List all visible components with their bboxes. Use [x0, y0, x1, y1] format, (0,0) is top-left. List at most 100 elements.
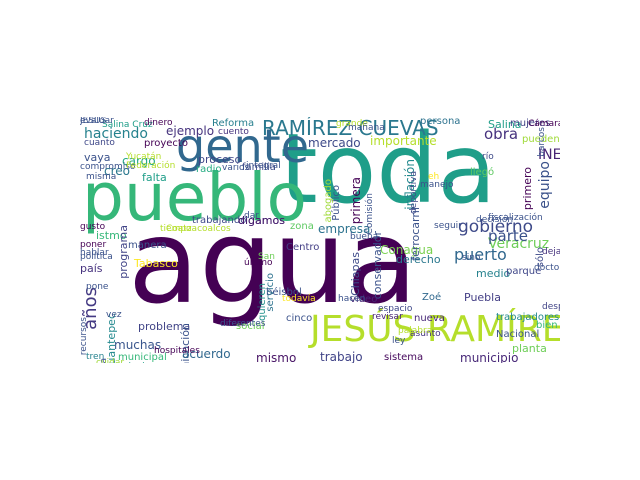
- cloud-word: béisbol: [266, 287, 302, 298]
- cloud-word: problema: [138, 320, 191, 333]
- cloud-word: río: [482, 152, 494, 162]
- cloud-word: buena: [350, 232, 379, 242]
- cloud-word: palabra: [398, 326, 433, 336]
- cloud-word: cuanto: [84, 138, 115, 148]
- cloud-word: dinero: [144, 118, 173, 128]
- cloud-word: gobierno: [458, 217, 534, 237]
- cloud-word: equipo: [537, 161, 553, 209]
- cloud-word: espacio: [378, 304, 413, 314]
- cloud-word: Centro: [286, 242, 320, 253]
- cloud-word: puerto: [454, 245, 507, 264]
- cloud-word: JESÚS RAMÍREZ: [310, 309, 560, 350]
- cloud-word: barcos: [537, 127, 547, 157]
- cloud-word: haciendo: [84, 126, 148, 142]
- cloud-word: mercado: [308, 136, 361, 150]
- cloud-word: digamos: [238, 214, 285, 227]
- cloud-word: Yucatán: [126, 152, 162, 162]
- cloud-word: quieren: [257, 283, 268, 321]
- cloud-word: radio: [196, 164, 222, 175]
- cloud-word: trabajadores: [496, 312, 560, 323]
- cloud-word: decisión: [476, 215, 514, 225]
- cloud-word: gusto: [80, 222, 106, 232]
- cloud-word: tiempo: [160, 224, 192, 234]
- cloud-word: obra: [484, 125, 519, 143]
- cloud-word: Conagua: [380, 243, 434, 257]
- cloud-word: video: [350, 294, 378, 305]
- cloud-word: Tabasco: [134, 257, 178, 270]
- cloud-word: dejar: [542, 247, 560, 257]
- cloud-word: poner: [80, 240, 107, 250]
- cloud-word: empresa: [318, 222, 371, 236]
- cloud-word: social: [236, 321, 265, 332]
- cloud-word: gente: [176, 119, 309, 173]
- cloud-word: mujeres: [510, 118, 551, 129]
- cloud-word: abogado: [323, 179, 334, 223]
- cloud-word: istmo: [96, 229, 127, 242]
- cloud-word: Federación: [126, 161, 176, 171]
- cloud-word: después: [542, 302, 560, 312]
- cloud-word: parque: [506, 266, 542, 277]
- cloud-word: mañana: [348, 123, 385, 133]
- cloud-word: integral: [246, 161, 281, 171]
- cloud-word: Chiapas: [349, 252, 362, 296]
- cloud-word: falta: [142, 171, 167, 184]
- cloud-word: grande: [336, 119, 368, 129]
- cloud-word: proyecto: [144, 138, 188, 149]
- cloud-word: parte: [488, 227, 528, 245]
- cloud-word: proceso: [198, 153, 242, 166]
- cloud-word: seguir: [434, 221, 462, 231]
- cloud-word: revisar: [372, 312, 403, 322]
- cloud-word: Nacional: [496, 329, 540, 340]
- cloud-word: país: [80, 262, 103, 275]
- cloud-word: pueblo: [82, 159, 307, 236]
- cloud-word: tren: [86, 352, 105, 362]
- cloud-word: Comisión: [365, 193, 375, 235]
- cloud-word: creo: [104, 164, 130, 178]
- cloud-word: recursos: [80, 317, 89, 356]
- cloud-word: dar: [244, 211, 259, 221]
- cloud-word: diferentes: [220, 319, 266, 329]
- cloud-word: política: [80, 252, 113, 262]
- cloud-word: bien: [536, 320, 558, 331]
- cloud-word: zona: [290, 221, 314, 232]
- cloud-word: JESÚS: [80, 117, 107, 126]
- cloud-word: doctor: [534, 263, 560, 273]
- cloud-word: ejemplo: [166, 124, 215, 138]
- cloud-word: compromiso: [80, 162, 136, 172]
- cloud-word: muchas: [114, 338, 162, 352]
- cloud-word: programa: [117, 225, 130, 279]
- cloud-word: sistema: [384, 352, 424, 363]
- cloud-word: RAMÍREZ CUEVAS: [262, 117, 439, 140]
- cloud-word: vez: [106, 310, 122, 320]
- cloud-word: San: [258, 252, 275, 262]
- cloud-word: cinco: [286, 313, 313, 324]
- cloud-word: Salina Cruz: [102, 120, 153, 130]
- cloud-word: fiscalización: [488, 213, 543, 223]
- cloud-word: primera: [349, 177, 363, 225]
- cloud-word: municipal: [118, 352, 167, 363]
- cloud-word: medio: [476, 267, 511, 280]
- cloud-word: Tehuantepec: [105, 313, 118, 363]
- cloud-word: eh: [428, 172, 440, 182]
- cloud-word: acuerdo: [182, 347, 231, 361]
- cloud-word: pueden: [522, 134, 560, 145]
- cloud-word: Salina: [488, 118, 522, 131]
- cloud-word: agua: [128, 195, 418, 330]
- cloud-word: manera: [128, 240, 167, 251]
- cloud-word: INE: [538, 147, 560, 163]
- cloud-word: ley: [392, 336, 406, 346]
- cloud-word: Puebla: [464, 291, 501, 304]
- cloud-word: primero: [521, 167, 534, 211]
- cloud-word: municipio: [460, 351, 519, 363]
- cloud-word: Coatzacoalcos: [166, 224, 231, 234]
- cloud-word: Zoé: [422, 292, 442, 303]
- cloud-word: trabajando: [192, 215, 247, 226]
- cloud-word: vaya: [84, 151, 111, 164]
- cloud-word: hacen: [338, 294, 366, 304]
- cloud-word: planta: [512, 342, 547, 355]
- cloud-word: llegó: [470, 167, 495, 178]
- cloud-word: digamos: [238, 214, 285, 227]
- cloud-word: mismo: [256, 351, 297, 363]
- cloud-word: último: [244, 258, 273, 268]
- cloud-word: cargo: [122, 154, 156, 168]
